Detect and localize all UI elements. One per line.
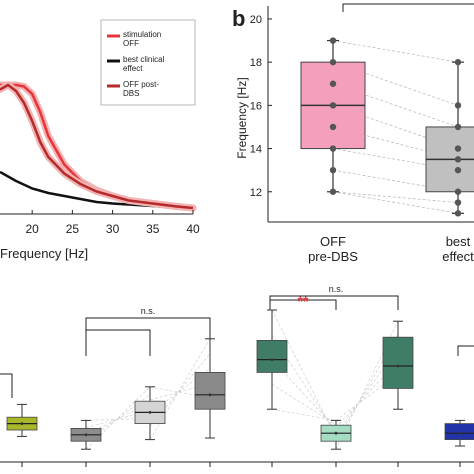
panel-c-point [458,431,462,435]
panel-c-box [194,371,226,410]
spectrum-x-ticks: 20 25 30 35 40 [25,210,200,236]
panel-b-point [454,188,462,195]
spectrum-x-tick-label: 25 [66,222,80,236]
panel-b-point [454,58,462,66]
panel-b-point [329,123,337,131]
legend-label-off-post-dbs: OFF post-DBS [123,80,159,98]
panel-c-pair-line [335,347,399,435]
legend-label-best-clinical-effect: best clinical effect [123,55,165,73]
box-panel-c: n.s. ** n.s. [0,284,474,467]
spectrum-x-label: Frequency [Hz] [0,246,88,261]
panel-b-point [454,210,462,217]
significance-ns-2: n.s. [329,284,344,294]
panel-b-pair-line [332,40,459,63]
panel-c-point [208,393,212,397]
panel-c-box [444,423,474,441]
panel-b-y-tick-label: 16 [250,100,262,112]
spectrum-x-tick-label: 30 [106,222,120,236]
spectrum-legend: stimulation OFF best clinical effect OFF p… [100,19,196,106]
panel-b-point [329,102,337,109]
panel-c-point [84,433,88,437]
panel-c-point [334,431,338,435]
significance-stars: ** [298,293,309,309]
panel-b-y-tick-label: 18 [250,57,262,69]
series-line-2 [0,83,194,210]
panel-b-y-label: Frequency [Hz] [235,77,249,158]
panel-c-pair-line [271,309,337,438]
panel-c-pair-line [335,334,399,443]
bracket-group-1-inner [85,329,151,356]
panel-c-point [148,411,152,414]
panel-c-boxes [6,309,474,450]
panel-c-pair-line [271,334,337,434]
panel-b-y-tick-label: 12 [250,187,262,199]
panel-b-point [454,199,462,206]
spectrum-series-group [0,80,197,212]
bracket-group-2 [269,295,399,310]
spectrum-x-tick-label: 20 [25,222,39,236]
panel-b-point [329,166,337,174]
panel-b-y-tick-label: 14 [250,144,262,156]
panel-label-b: b [232,6,245,31]
panel-b-point [329,145,337,152]
spectrum-x-tick-label: 40 [186,222,200,236]
panel-b-x-label: best [446,234,471,249]
panel-b-point [329,188,337,195]
panel-c-pair-line [271,384,337,425]
panel-b-x-label: pre-DBS [308,249,358,264]
panel-c-point [396,364,400,368]
panel-b-y-ticks: 12 14 16 18 20 [250,14,272,199]
panel-c-x-ticks [21,462,461,467]
panel-c-pair-line [85,418,151,421]
panel-b-x-label: effect [442,249,474,264]
bracket-left-edge [0,373,13,398]
panel-b-point [454,166,462,174]
panel-c-pair-line [271,408,337,421]
panel-b-x-label: OFF [320,234,346,249]
panel-b-significance-bracket [342,3,474,12]
panel-c-pair-line [149,338,211,440]
panel-b-point [329,37,337,44]
panel-b-point [454,156,462,163]
panel-b-pair-line [332,191,459,203]
panel-c-box [256,339,288,373]
panel-b-point [454,145,462,152]
panel-b-point [454,102,462,109]
panel-b-point [329,80,337,87]
panel-b-pair-line [332,191,459,214]
bracket-group-1 [85,317,211,356]
bracket-group-2-inner [269,299,337,310]
panel-c-point [20,422,24,425]
bracket-right-edge [457,345,474,356]
significance-ns-1: n.s. [141,306,156,316]
spectrum-x-tick-label: 35 [146,222,160,236]
panel-b-boxes [300,37,474,217]
panel-c-brackets: n.s. ** n.s. [0,284,474,398]
spectrum-panel: 20 25 30 35 40 Frequency [Hz] stimulation OFF… [0,19,200,261]
panel-c-point [270,358,274,361]
panel-b-y-tick-label: 20 [250,14,262,26]
panel-c-pair-line [335,321,399,450]
panel-c-pair-line [335,373,399,421]
panel-c-box [382,336,414,389]
legend-label-stimulation-off: stimulation OFF [123,30,161,48]
panel-b-point [454,123,462,131]
panel-b-point [329,58,337,66]
